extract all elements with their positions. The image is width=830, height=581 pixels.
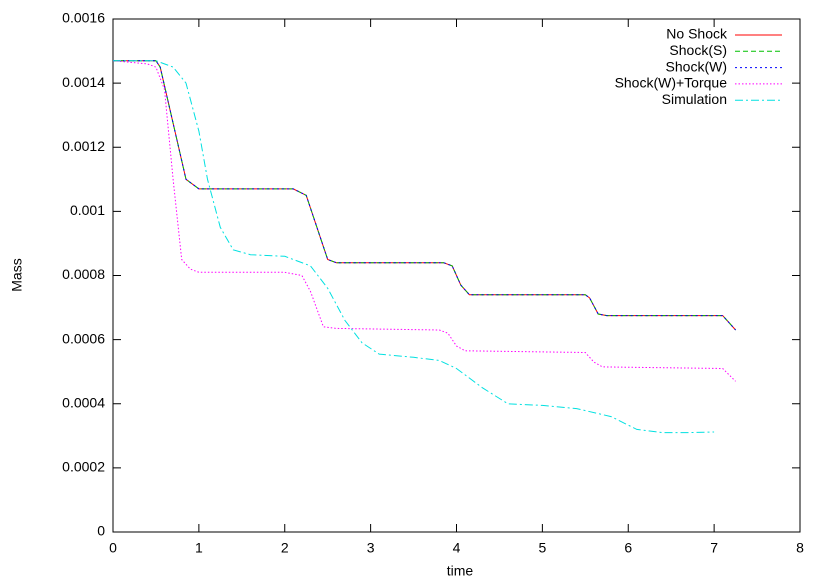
x-tick-label: 2: [281, 540, 289, 556]
series-line: [113, 60, 715, 434]
series-line: [113, 60, 736, 331]
x-tick-label: 7: [710, 540, 718, 556]
y-tick-label: 0.0002: [62, 459, 105, 475]
y-tick-label: 0: [97, 523, 105, 539]
series-line: [113, 60, 736, 331]
y-tick-label: 0.0016: [62, 10, 105, 26]
y-axis-label: Mass: [9, 258, 25, 291]
legend-label: Shock(W): [666, 58, 727, 74]
x-tick-label: 3: [367, 540, 375, 556]
x-tick-label: 1: [195, 540, 203, 556]
y-tick-label: 0.0006: [62, 330, 105, 346]
y-tick-label: 0.0012: [62, 138, 105, 154]
x-tick-label: 4: [453, 540, 461, 556]
series-line: [113, 60, 736, 331]
legend-label: Simulation: [662, 91, 727, 107]
series-line: [112, 60, 736, 382]
x-tick-label: 8: [796, 540, 804, 556]
x-axis-label: time: [447, 563, 474, 579]
x-tick-label: 5: [538, 540, 546, 556]
y-tick-label: 0.001: [70, 202, 105, 218]
legend-label: Shock(W)+Torque: [615, 75, 728, 91]
y-tick-label: 0.0008: [62, 266, 105, 282]
legend-label: Shock(S): [669, 42, 727, 58]
y-tick-label: 0.0014: [62, 74, 105, 90]
x-tick-label: 0: [109, 540, 117, 556]
y-tick-label: 0.0004: [62, 394, 105, 410]
x-tick-label: 6: [624, 540, 632, 556]
legend-label: No Shock: [666, 26, 728, 42]
